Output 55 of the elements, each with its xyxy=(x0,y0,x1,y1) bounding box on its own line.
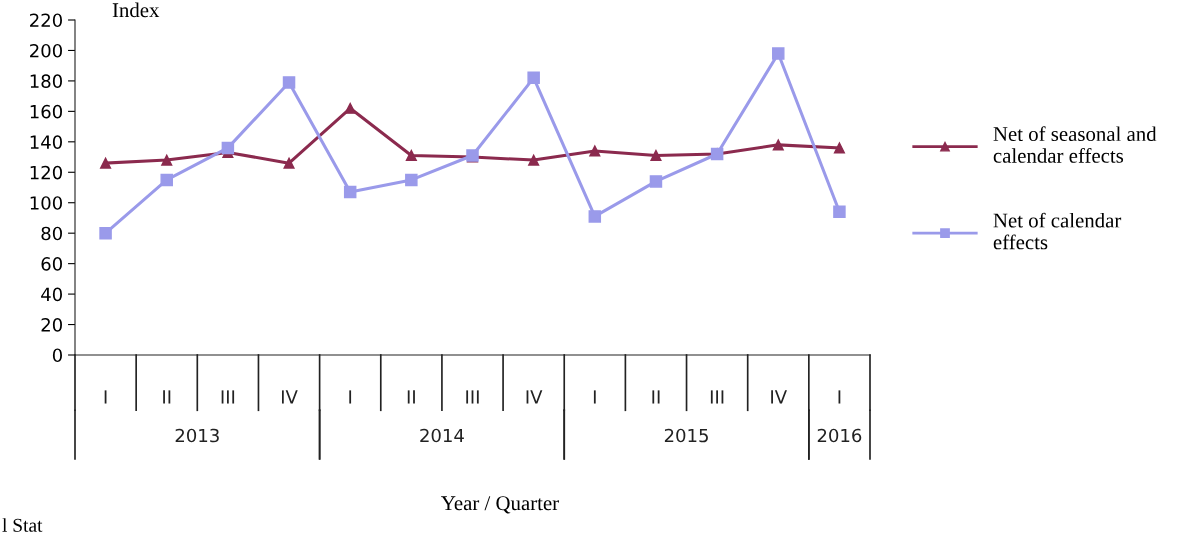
x-tick-label: I xyxy=(349,390,352,404)
x-tick-label: IV xyxy=(771,390,787,404)
x-tick-label: III xyxy=(221,390,235,404)
legend-label: Net of calendar effects xyxy=(993,212,1122,250)
point xyxy=(589,145,601,157)
point xyxy=(405,149,417,162)
point xyxy=(221,141,235,155)
x-axis-title: Year / Quarter xyxy=(441,496,559,514)
point xyxy=(650,149,662,162)
y-tick-label: 100 xyxy=(30,196,62,210)
x-tick-label: III xyxy=(710,390,724,404)
point xyxy=(343,185,357,199)
y-tick-label: 160 xyxy=(30,104,62,119)
x-tick-label: III xyxy=(466,390,479,404)
point xyxy=(833,205,846,219)
y-tick-label: 120 xyxy=(30,165,62,180)
y-tick-label: 200 xyxy=(30,43,62,58)
y-tick-label: 220 xyxy=(30,13,62,28)
y-tick-label: 20 xyxy=(41,318,62,332)
point xyxy=(99,226,112,240)
x-tick-label: I xyxy=(838,390,841,404)
y-tick-label: 0 xyxy=(52,348,62,363)
point xyxy=(344,102,356,114)
legend-label: Net of seasonal and calendar effects xyxy=(993,126,1157,163)
y-tick-label: 40 xyxy=(41,287,62,302)
x-tick-label: I xyxy=(593,390,596,404)
point xyxy=(161,154,173,166)
text: 2014 xyxy=(420,428,464,443)
y-tick-label: 60 xyxy=(41,257,62,271)
y-tick-label: 180 xyxy=(30,74,62,89)
point xyxy=(160,173,173,187)
point xyxy=(283,157,295,169)
point xyxy=(528,154,540,166)
point xyxy=(282,76,296,89)
x-tick-label: IV xyxy=(526,390,543,404)
y-tick-label: 80 xyxy=(41,226,62,241)
point xyxy=(772,139,784,151)
x-tick-label: II xyxy=(407,390,415,404)
point xyxy=(100,157,112,169)
text: l Stat xyxy=(2,518,43,532)
point xyxy=(527,71,540,85)
x-tick-label: II xyxy=(163,390,171,404)
point xyxy=(833,142,845,154)
text: 2016 xyxy=(817,428,862,443)
x-tick-label: I xyxy=(104,390,107,404)
point xyxy=(405,173,418,187)
x-tick-label: IV xyxy=(281,390,298,404)
point xyxy=(772,47,785,60)
point xyxy=(649,175,663,188)
y-axis-title: Index xyxy=(112,2,160,18)
x-tick-label: II xyxy=(652,390,660,404)
text: 2015 xyxy=(664,428,708,443)
text: 2013 xyxy=(175,428,219,443)
y-tick-label: 140 xyxy=(30,135,62,149)
point xyxy=(588,210,602,223)
